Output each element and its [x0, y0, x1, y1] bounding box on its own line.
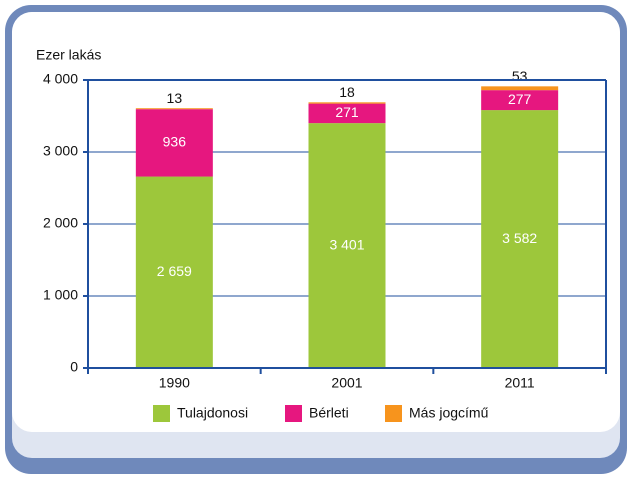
x-tick-label: 2001: [331, 375, 362, 391]
y-axis-label: Ezer lakás: [36, 47, 101, 63]
legend-label: Más jogcímű: [409, 405, 489, 421]
bar-segment: [135, 109, 213, 177]
bar-segment: [135, 108, 213, 110]
data-label: 18: [339, 84, 355, 100]
bar-segment: [308, 102, 386, 104]
legend-label: Bérleti: [309, 405, 349, 421]
bar-segment: [481, 86, 559, 91]
data-label: 271: [335, 104, 359, 120]
legend-label: Tulajdonosi: [177, 405, 248, 421]
y-tick-label: 4 000: [43, 71, 78, 87]
y-tick-label: 1 000: [43, 287, 78, 303]
legend-swatch: [285, 405, 302, 422]
data-label: 3 582: [502, 230, 537, 246]
legend-swatch: [385, 405, 402, 422]
data-label: 53: [512, 68, 528, 84]
data-label: 936: [163, 134, 187, 150]
legend-swatch: [153, 405, 170, 422]
data-label: 3 401: [329, 236, 364, 252]
bar-segment: [481, 90, 559, 111]
y-tick-label: 2 000: [43, 215, 78, 231]
data-label: 2 659: [157, 263, 192, 279]
bar-segment: [308, 123, 386, 369]
bar-segment: [308, 103, 386, 124]
data-label: 277: [508, 91, 532, 107]
bar-segment: [481, 110, 559, 368]
y-tick-label: 0: [70, 359, 78, 375]
bar-segment: [135, 176, 213, 368]
x-tick-label: 2011: [505, 375, 535, 391]
x-tick-label: 1990: [159, 375, 190, 391]
y-tick-label: 3 000: [43, 143, 78, 159]
data-label: 13: [167, 90, 183, 106]
